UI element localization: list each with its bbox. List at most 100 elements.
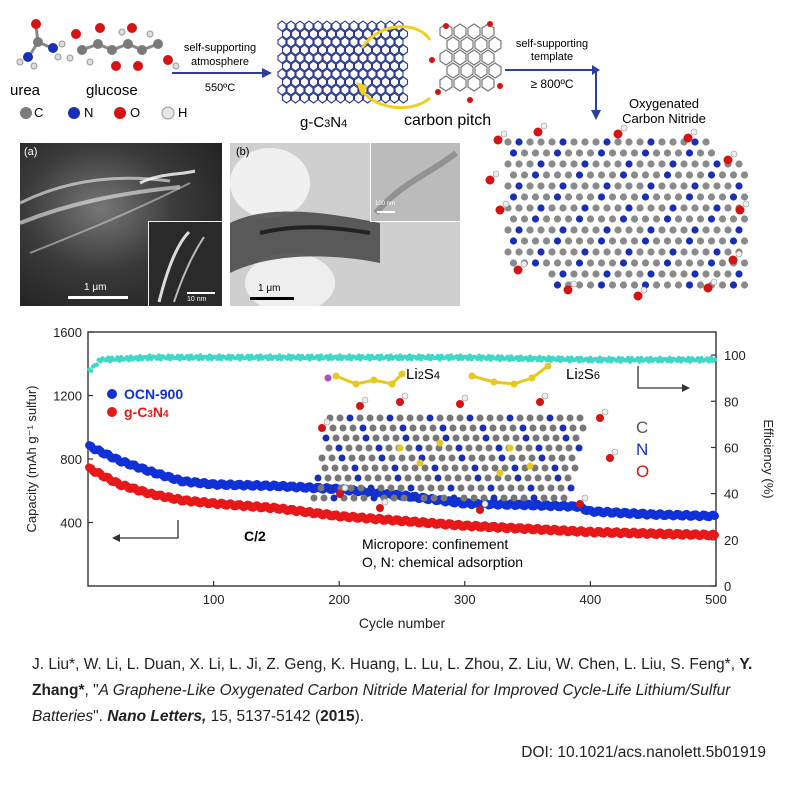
data-point [646, 359, 652, 364]
legend-o-label: O [130, 105, 141, 120]
legend-h-label: H [178, 105, 188, 120]
panel-b-scale: 1 μm [258, 283, 281, 294]
panel-a-label: (a) [24, 146, 38, 158]
data-point [217, 353, 222, 358]
data-point [428, 357, 433, 362]
ocn-title-line2: Carbon Nitride [622, 111, 706, 126]
legend-ocn900-label: OCN-900 [124, 386, 184, 402]
y-right-tick-label: 0 [724, 579, 731, 594]
data-point [597, 355, 603, 361]
rate-label: C/2 [244, 528, 266, 544]
tem-image-panel-b: (b) 100 nm 1 μm [230, 143, 460, 306]
legend-hydrogen-atom [161, 106, 175, 120]
legend-marker-ocn900 [107, 389, 117, 399]
data-point [237, 357, 243, 362]
data-point [298, 357, 303, 362]
data-point [535, 357, 540, 363]
data-point [656, 359, 661, 364]
data-point [235, 353, 241, 358]
data-point [688, 359, 693, 364]
data-point [396, 356, 401, 362]
data-point [126, 357, 132, 363]
data-point [367, 357, 373, 362]
data-point [526, 357, 531, 363]
data-point [365, 353, 371, 359]
carbon-pitch-label: carbon pitch [404, 112, 492, 129]
legend-carbon-atom [20, 107, 32, 119]
data-point [437, 357, 442, 362]
data-point [305, 353, 310, 359]
data-point [256, 356, 262, 362]
data-point [697, 359, 702, 364]
data-point [347, 353, 352, 358]
data-point [117, 358, 122, 363]
data-point [277, 353, 282, 358]
data-point [567, 358, 572, 364]
data-point [527, 354, 533, 359]
data-point [537, 354, 542, 360]
data-point [145, 356, 150, 362]
data-point [456, 356, 461, 362]
data-point [712, 357, 717, 362]
citation-quote-close: ". [93, 708, 108, 725]
data-point [565, 355, 570, 361]
x-tick-label: 300 [454, 592, 476, 607]
data-point [465, 356, 471, 362]
data-point [516, 357, 522, 363]
carbon-pitch-molecule [429, 21, 503, 103]
data-point [377, 357, 382, 362]
right-axis-pointer [637, 366, 682, 389]
step1-condition-mid: atmosphere [190, 56, 250, 68]
left-axis-pointer [120, 520, 179, 539]
data-point [546, 354, 552, 360]
data-point [226, 353, 231, 358]
y-right-tick-label: 60 [724, 440, 738, 455]
data-point [467, 353, 473, 358]
data-point [657, 355, 663, 361]
data-point [676, 355, 682, 361]
legend-gcn-label: g-C3N4 [124, 404, 169, 420]
x-tick-label: 200 [328, 592, 350, 607]
capacity-cycling-chart: 100 200 300 400 500 400 800 1200 1600 0 20 40 60 80 10… [24, 325, 776, 631]
data-point [556, 355, 561, 360]
x-axis-label: Cycle number [359, 615, 446, 631]
y-right-tick-label: 100 [724, 348, 746, 363]
citation-authors: J. Liu*, W. Li, L. Duan, X. Li, L. Ji, Z… [32, 656, 740, 673]
data-point [147, 353, 152, 358]
data-point [588, 355, 593, 361]
legend-c-label: C [34, 105, 44, 120]
data-point [507, 357, 512, 363]
data-point [595, 359, 601, 364]
y-right-tick-label: 20 [724, 533, 738, 548]
data-point [686, 355, 691, 361]
data-point [316, 357, 322, 362]
glucose-molecule [66, 23, 180, 71]
y-left-tick-label: 800 [60, 452, 82, 467]
series-ocn900 [85, 441, 719, 522]
data-point [205, 356, 211, 362]
data-point [497, 357, 503, 363]
legend-marker-gcn [107, 407, 117, 417]
data-point [426, 353, 431, 358]
data-point [627, 359, 633, 364]
ocn-structure-image [485, 122, 750, 301]
synthesis-scheme [16, 19, 601, 120]
data-point [275, 356, 280, 362]
data-point [375, 353, 380, 359]
legend-nitrogen-atom [68, 107, 80, 119]
citation-text: J. Liu*, W. Li, L. Duan, X. Li, L. Ji, Z… [32, 652, 772, 730]
li2s6-label: Li2S6 [566, 366, 600, 383]
data-point [107, 358, 113, 364]
data-point [115, 355, 120, 360]
chart-legend-c: C [636, 418, 649, 437]
data-point [706, 359, 712, 364]
data-point [245, 353, 250, 359]
panel-b-label: (b) [236, 146, 250, 158]
step2-condition-top: self-supporting [515, 38, 589, 50]
series-gcn [85, 463, 719, 541]
data-point [177, 357, 182, 362]
citation-title: A Graphene-Like Oxygenated Carbon Nitrid… [32, 682, 731, 725]
data-point [576, 359, 582, 364]
data-point [405, 356, 410, 362]
mechanism-label-2: O, N: chemical adsorption [362, 554, 524, 570]
